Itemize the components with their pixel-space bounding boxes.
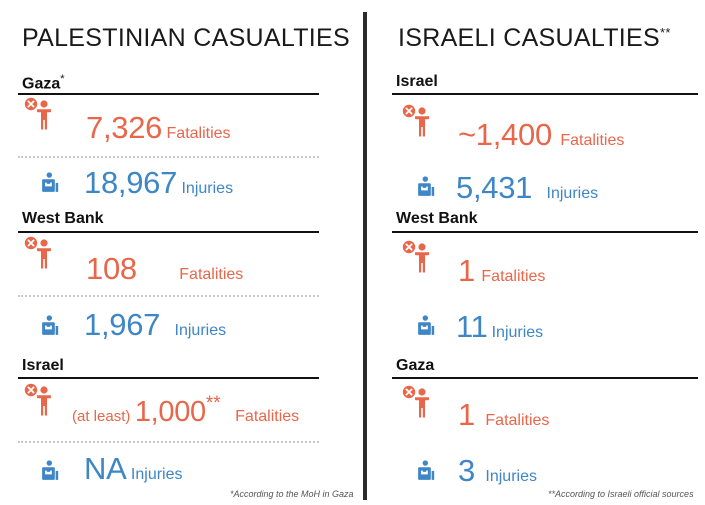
region-name: Israel bbox=[22, 357, 64, 374]
injured-person-icon bbox=[416, 315, 438, 337]
injuries-count: 18,967 bbox=[84, 165, 178, 200]
region-rule bbox=[392, 377, 698, 379]
region-name: Gaza bbox=[22, 75, 61, 93]
injuries-label: Injuries bbox=[174, 322, 227, 339]
region-title-israel: Israel bbox=[396, 73, 438, 91]
region-rule bbox=[392, 93, 698, 95]
injured-person-icon bbox=[40, 460, 62, 482]
injured-person-icon bbox=[40, 172, 62, 194]
region-title-west-bank: West Bank bbox=[22, 210, 104, 228]
injuries-count: 1,967 bbox=[84, 307, 161, 342]
fatalities-footnote-mark: ** bbox=[205, 393, 221, 414]
fatalities-label: Fatalities bbox=[166, 125, 231, 142]
fatalities-stat: 108 Fatalities bbox=[86, 251, 243, 287]
fatalities-count: 1 bbox=[458, 397, 475, 432]
injuries-count: 5,431 bbox=[456, 170, 533, 205]
injuries-stat: 5,431 Injuries bbox=[456, 170, 598, 206]
panel-title-text: PALESTINIAN CASUALTIES bbox=[22, 24, 350, 52]
person-with-x-icon bbox=[24, 97, 54, 131]
fatalities-label: Fatalities bbox=[485, 412, 550, 429]
fatalities-count: 7,326 bbox=[86, 110, 163, 145]
region-title-gaza: Gaza* bbox=[22, 73, 65, 93]
injuries-label: Injuries bbox=[485, 468, 537, 485]
region-title-west-bank: West Bank bbox=[396, 210, 478, 228]
region-name: West Bank bbox=[22, 210, 104, 227]
panel-title-footnote-mark: ** bbox=[659, 25, 671, 40]
injuries-label: Injuries bbox=[181, 180, 234, 197]
fatalities-label: Fatalities bbox=[179, 266, 244, 283]
region-rule bbox=[392, 231, 698, 233]
region-rule bbox=[18, 377, 319, 379]
palestinian-casualties-panel: PALESTINIAN CASUALTIES Gaza* 7,326 Fatal… bbox=[18, 24, 354, 499]
fatalities-stat: 1 Fatalities bbox=[458, 253, 545, 289]
person-with-x-icon bbox=[402, 104, 432, 138]
region-title-israel: Israel bbox=[22, 357, 64, 375]
region-rule bbox=[18, 231, 319, 233]
region-rule bbox=[18, 93, 319, 95]
fatalities-stat: 7,326 Fatalities bbox=[86, 110, 231, 146]
column-divider bbox=[363, 12, 367, 500]
region-name: Israel bbox=[396, 73, 438, 90]
injured-person-icon bbox=[416, 460, 438, 482]
stat-separator bbox=[18, 156, 319, 158]
fatalities-count: 1,000 bbox=[134, 396, 206, 428]
injuries-label: Injuries bbox=[130, 466, 183, 483]
injured-person-icon bbox=[416, 176, 438, 198]
injuries-stat: 11 Injuries bbox=[456, 309, 543, 345]
stat-separator bbox=[18, 295, 319, 297]
injuries-label: Injuries bbox=[491, 324, 544, 341]
injuries-stat: 3 Injuries bbox=[458, 453, 537, 489]
fatalities-qualifier: (at least) bbox=[72, 408, 131, 425]
person-with-x-icon bbox=[402, 385, 432, 419]
fatalities-count: 108 bbox=[86, 251, 137, 286]
fatalities-count: ~1,400 bbox=[458, 117, 552, 152]
footnote: **According to Israeli official sources bbox=[548, 489, 694, 499]
stat-separator bbox=[18, 441, 319, 443]
fatalities-label: Fatalities bbox=[235, 408, 300, 425]
injuries-stat: 18,967 Injuries bbox=[84, 165, 233, 201]
region-title-gaza: Gaza bbox=[396, 357, 434, 375]
panel-title-text: ISRAELI CASUALTIES bbox=[398, 24, 660, 52]
region-name: Gaza bbox=[396, 357, 435, 374]
injuries-label: Injuries bbox=[546, 185, 599, 202]
injuries-stat: 1,967 Injuries bbox=[84, 307, 226, 343]
fatalities-label: Fatalities bbox=[560, 132, 625, 149]
injuries-count: 3 bbox=[458, 453, 475, 488]
person-with-x-icon bbox=[24, 236, 54, 270]
panel-title: PALESTINIAN CASUALTIES bbox=[22, 24, 350, 53]
injured-person-icon bbox=[40, 315, 62, 337]
person-with-x-icon bbox=[24, 383, 54, 417]
injuries-count: NA bbox=[84, 451, 127, 486]
fatalities-label: Fatalities bbox=[481, 268, 546, 285]
panel-title: ISRAELI CASUALTIES** bbox=[398, 24, 671, 53]
region-footnote-mark: * bbox=[60, 73, 65, 85]
israeli-casualties-panel: ISRAELI CASUALTIES** Israel ~1,400 Fatal… bbox=[376, 0, 705, 505]
injuries-stat: NA Injuries bbox=[84, 451, 183, 487]
fatalities-stat: 1 Fatalities bbox=[458, 397, 549, 433]
fatalities-count: 1 bbox=[458, 253, 475, 288]
fatalities-stat: (at least) 1,000** Fatalities bbox=[72, 393, 300, 429]
injuries-count: 11 bbox=[456, 309, 488, 344]
person-with-x-icon bbox=[402, 240, 432, 274]
footnote: *According to the MoH in Gaza bbox=[230, 489, 354, 499]
region-name: West Bank bbox=[396, 210, 478, 227]
fatalities-stat: ~1,400 Fatalities bbox=[458, 117, 624, 153]
